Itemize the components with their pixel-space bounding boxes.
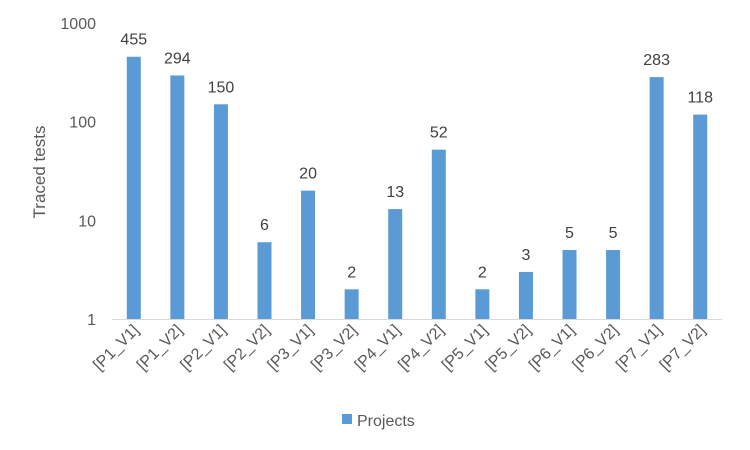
bar (649, 77, 664, 319)
data-label: 2 (347, 264, 356, 281)
y-axis: 1 10 100 1000 (60, 16, 96, 329)
x-tick-label: [P4_V1] (352, 322, 404, 374)
bar (257, 242, 272, 319)
x-tick-label: [P2_V2] (221, 322, 273, 374)
x-tick-label: [P6_V1] (526, 322, 578, 374)
y-tick-label: 10 (78, 213, 96, 230)
x-tick-label: [P3_V1] (265, 322, 317, 374)
bar (562, 250, 577, 319)
x-tick-label: [P1_V1] (90, 322, 142, 374)
x-tick-label: [P2_V1] (177, 322, 229, 374)
data-label: 13 (386, 184, 404, 201)
data-label: 118 (687, 90, 713, 107)
x-tick-label: [P5_V2] (482, 322, 534, 374)
bar (693, 114, 708, 319)
x-tick-label: [P6_V2] (570, 322, 622, 374)
data-label: 6 (260, 217, 269, 234)
data-label: 150 (208, 79, 235, 96)
legend-label: Projects (357, 413, 415, 430)
legend-swatch (342, 414, 352, 424)
x-tick-label: [P4_V2] (395, 322, 447, 374)
x-axis: [P1_V1][P1_V2][P2_V1][P2_V2][P3_V1][P3_V… (90, 319, 722, 374)
data-label: 294 (164, 50, 191, 67)
legend: Projects (342, 413, 415, 430)
data-label: 283 (643, 52, 670, 69)
data-label: 20 (299, 166, 317, 183)
data-label: 5 (565, 225, 574, 242)
x-tick-label: [P3_V2] (308, 322, 360, 374)
bar (170, 75, 185, 320)
y-tick-label: 100 (69, 115, 96, 132)
bar (518, 271, 533, 319)
data-label: 2 (478, 264, 487, 281)
bar (344, 289, 359, 319)
x-tick-label: [P7_V2] (657, 322, 709, 374)
x-tick-label: [P5_V1] (439, 322, 491, 374)
bar (606, 250, 621, 319)
bar (213, 104, 228, 319)
bar (126, 56, 141, 320)
data-labels: 455 294 150 6 20 2 13 52 2 3 5 5 283 118 (120, 32, 713, 282)
x-tick-label: [P7_V1] (613, 322, 665, 374)
y-tick-label: 1 (87, 312, 96, 329)
data-label: 52 (430, 125, 448, 142)
bar (431, 149, 446, 319)
bar (301, 190, 316, 319)
bar (475, 289, 490, 319)
data-label: 3 (521, 247, 530, 264)
bar (388, 209, 403, 319)
data-label: 5 (609, 225, 618, 242)
data-label: 455 (120, 32, 147, 49)
y-tick-label: 1000 (60, 16, 96, 33)
y-axis-title: Traced tests (30, 126, 49, 219)
x-tick-label: [P1_V2] (134, 322, 186, 374)
bars (126, 56, 708, 320)
